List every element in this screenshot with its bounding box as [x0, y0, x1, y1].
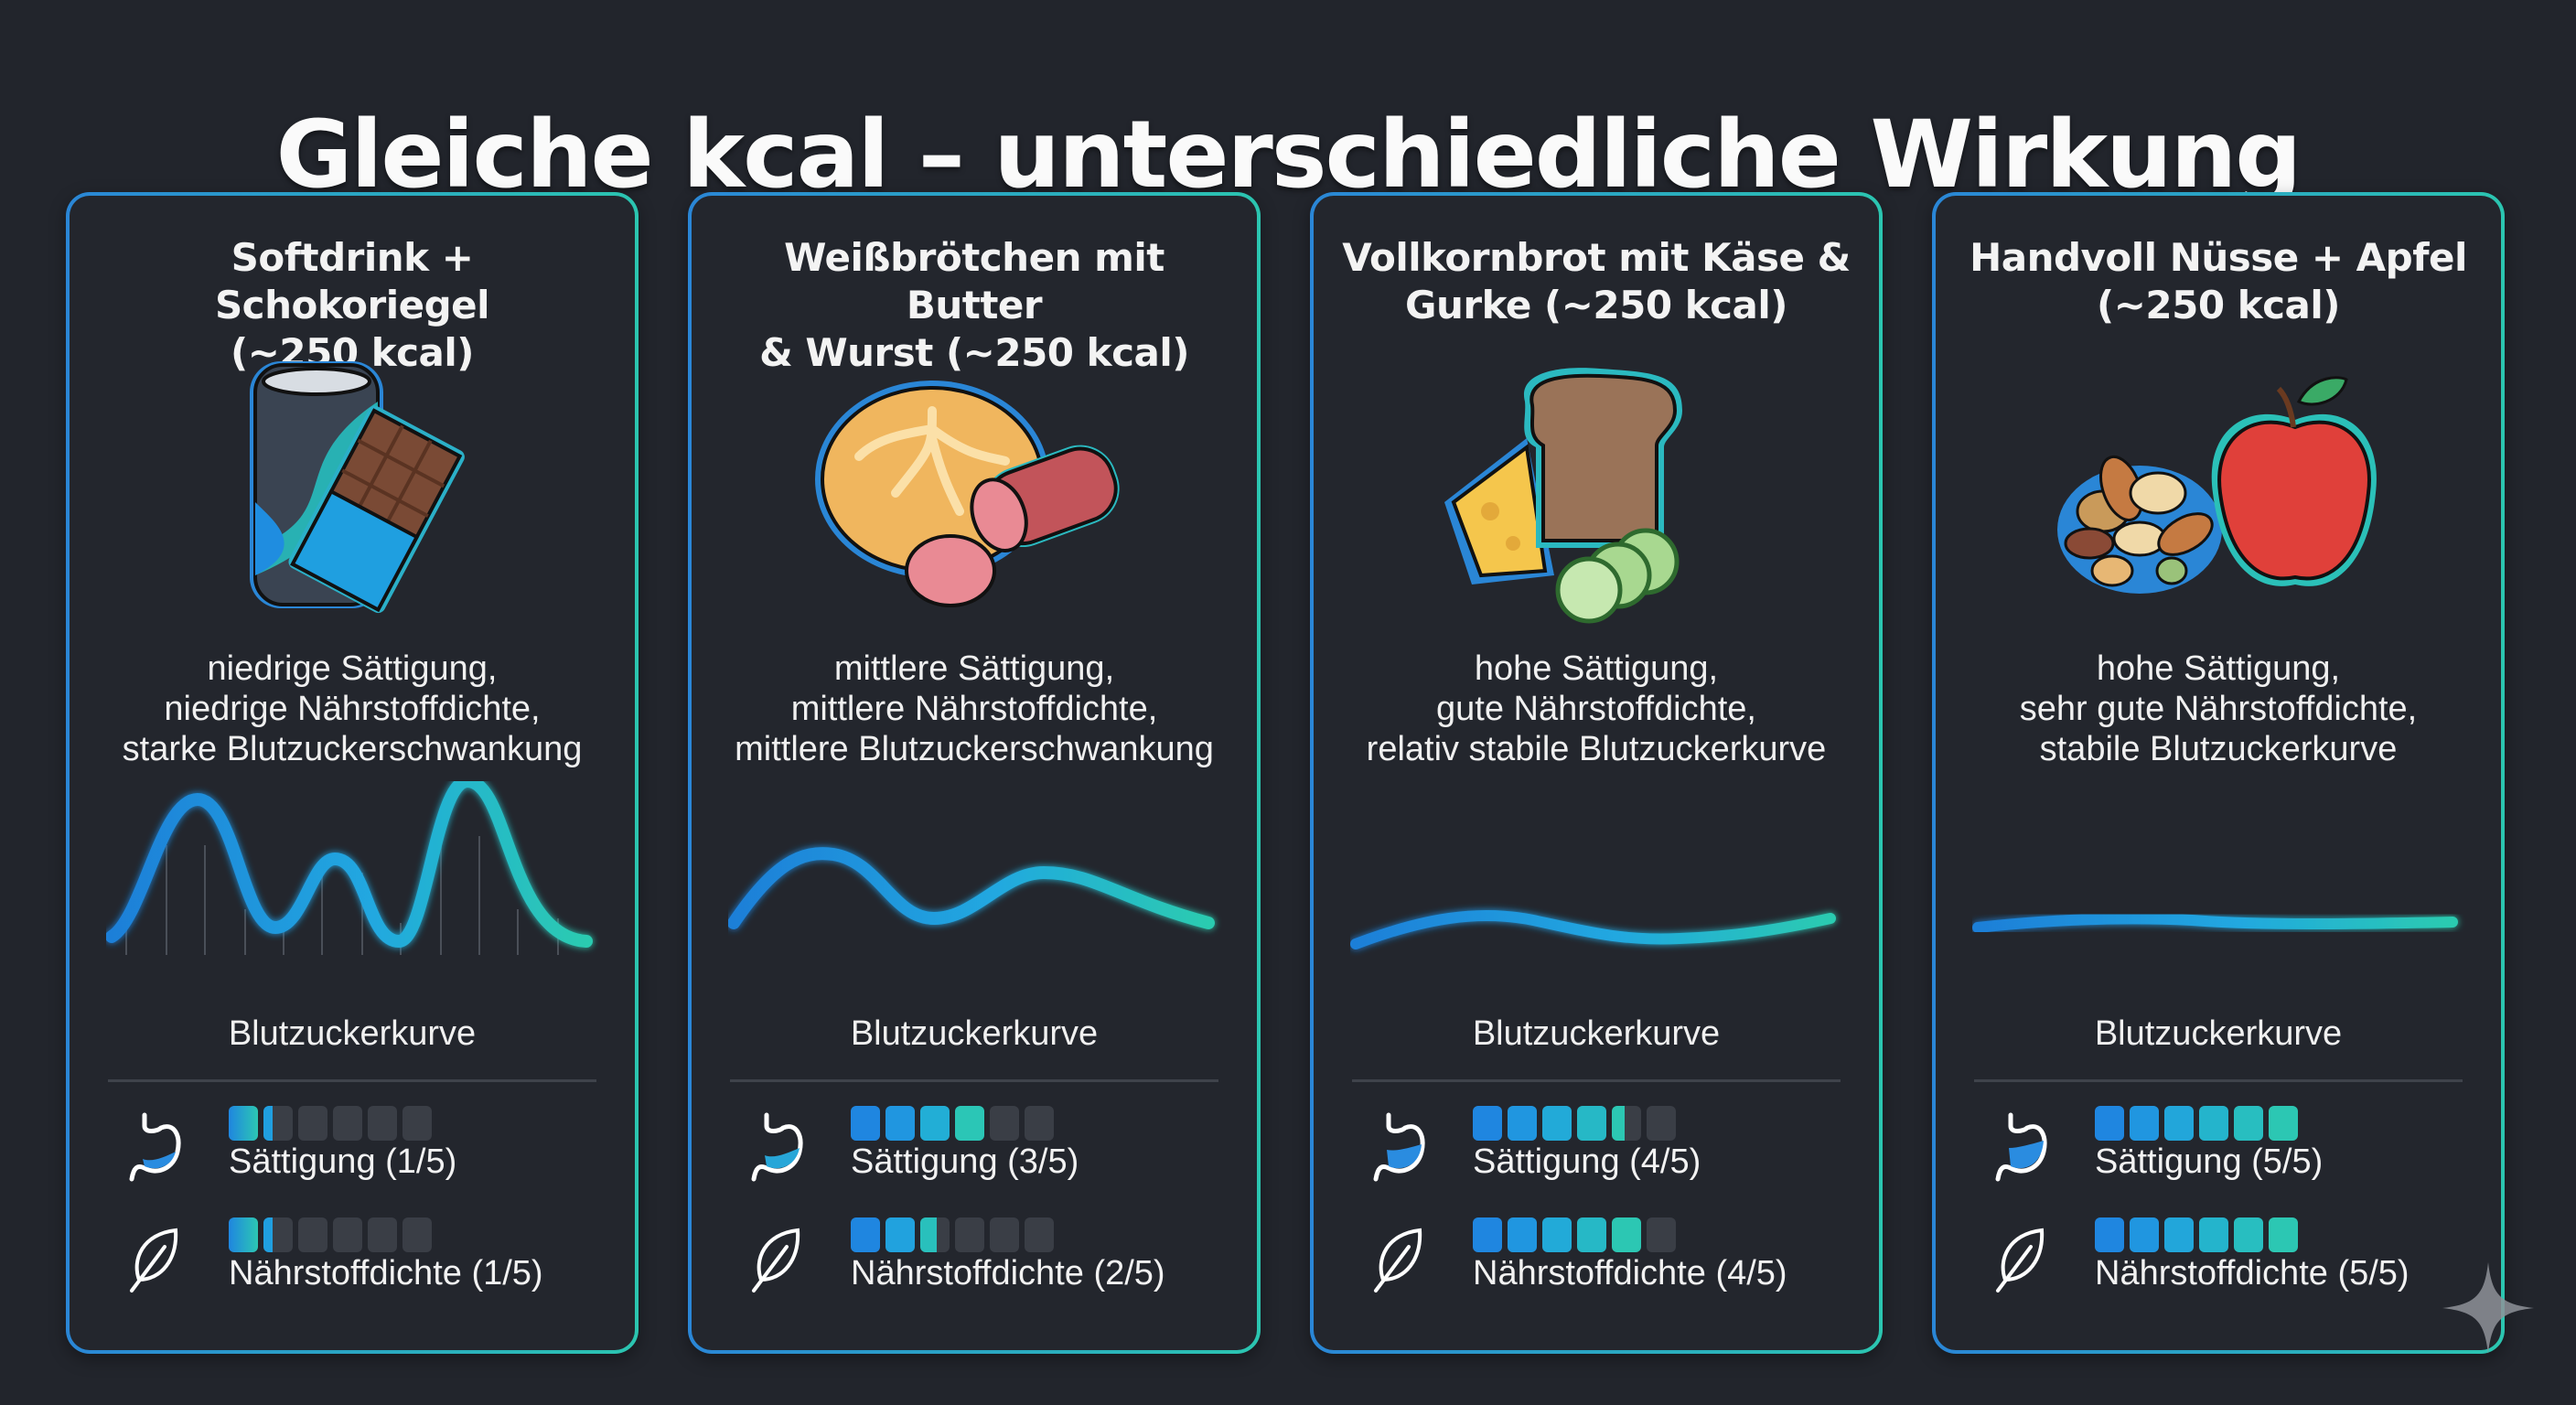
satiety-metric: Sättigung (4/5) — [1368, 1106, 1844, 1207]
nutrient-density-bar — [1473, 1217, 1676, 1252]
stomach-icon — [129, 1112, 181, 1182]
description-line: stabile Blutzuckerkurve — [2039, 730, 2398, 768]
satiety-metric: Sättigung (1/5) — [124, 1106, 600, 1207]
blood-sugar-curve — [1972, 913, 2458, 933]
nuts-apple-icon — [2057, 376, 2377, 594]
food-card-nuts-apple: Handvoll Nüsse + Apfel (~250 kcal) hohe … — [1932, 192, 2505, 1354]
blood-sugar-curve — [728, 847, 1215, 929]
leaf-icon — [1374, 1228, 1422, 1292]
card-title-line: & Wurst (~250 kcal) — [759, 330, 1189, 375]
description-line: niedrige Sättigung, — [207, 649, 498, 688]
description-line: mittlere Sättigung, — [833, 649, 1115, 688]
nutrient-density-label: Nährstoffdichte (5/5) — [2095, 1254, 2410, 1292]
soda-can-chocolate-icon — [250, 361, 465, 614]
card-title-line: (~250 kcal) — [2097, 283, 2340, 327]
blood-sugar-curve — [106, 781, 593, 955]
card-description: hohe Sättigung, sehr gute Nährstoffdicht… — [1945, 649, 2492, 769]
card-description: hohe Sättigung, gute Nährstoffdichte, re… — [1323, 649, 1870, 769]
satiety-bar — [1473, 1106, 1676, 1141]
satiety-bar — [229, 1106, 432, 1141]
satiety-bar — [851, 1106, 1054, 1141]
divider — [1352, 1079, 1841, 1082]
curve-label: Blutzuckerkurve — [1472, 1014, 1721, 1053]
card-title-line: Weißbrötchen mit Butter — [784, 235, 1165, 327]
stomach-icon — [751, 1112, 803, 1182]
leaf-icon — [130, 1228, 178, 1292]
card-title-line: Handvoll Nüsse + Apfel — [1970, 235, 2467, 280]
roll-and-sausage-icon — [815, 381, 1120, 607]
divider — [730, 1079, 1218, 1082]
page-title: Gleiche kcal – unterschiedliche Wirkung — [275, 101, 2302, 210]
card-title: Weißbrötchen mit Butter & Wurst (~250 kc… — [710, 234, 1239, 377]
nutrient-density-metric: Nährstoffdichte (4/5) — [1368, 1217, 1844, 1318]
satiety-metric: Sättigung (5/5) — [1991, 1106, 2466, 1207]
nutrient-density-label: Nährstoffdichte (4/5) — [1473, 1254, 1787, 1292]
description-line: mittlere Blutzuckerschwankung — [735, 730, 1214, 768]
divider — [1974, 1079, 2463, 1082]
description-line: relativ stabile Blutzuckerkurve — [1366, 730, 1827, 768]
curve-label: Blutzuckerkurve — [850, 1014, 1099, 1053]
bread-cheese-cucumber-icon — [1444, 368, 1682, 624]
nutrient-density-bar — [851, 1217, 1054, 1252]
divider — [108, 1079, 596, 1082]
card-description: mittlere Sättigung, mittlere Nährstoffdi… — [701, 649, 1248, 769]
satiety-label: Sättigung (1/5) — [229, 1142, 457, 1181]
nutrient-density-metric: Nährstoffdichte (1/5) — [124, 1217, 600, 1318]
food-card-white-roll: Weißbrötchen mit Butter & Wurst (~250 kc… — [688, 192, 1261, 1354]
food-card-wholegrain: Vollkornbrot mit Käse & Gurke (~250 kcal… — [1310, 192, 1883, 1354]
curve-label: Blutzuckerkurve — [2094, 1014, 2343, 1053]
nutrient-density-metric: Nährstoffdichte (5/5) — [1991, 1217, 2466, 1318]
nutrient-density-label: Nährstoffdichte (1/5) — [229, 1254, 543, 1292]
nutrient-density-label: Nährstoffdichte (2/5) — [851, 1254, 1165, 1292]
description-line: mittlere Nährstoffdichte, — [790, 690, 1158, 728]
card-title-line: Vollkornbrot mit Käse & — [1342, 235, 1851, 280]
satiety-bar — [2095, 1106, 2298, 1141]
stomach-icon — [1373, 1112, 1425, 1182]
satiety-metric: Sättigung (3/5) — [746, 1106, 1222, 1207]
nutrient-density-metric: Nährstoffdichte (2/5) — [746, 1217, 1222, 1318]
stomach-icon — [1995, 1112, 2047, 1182]
leaf-icon — [1996, 1228, 2045, 1292]
satiety-label: Sättigung (4/5) — [1473, 1142, 1701, 1181]
blood-sugar-curve — [1350, 910, 1836, 949]
leaf-icon — [752, 1228, 800, 1292]
description-line: hohe Sättigung, — [2096, 649, 2341, 688]
nutrient-density-bar — [2095, 1217, 2298, 1252]
curve-label: Blutzuckerkurve — [228, 1014, 477, 1053]
description-line: niedrige Nährstoffdichte, — [164, 690, 541, 728]
nutrient-density-bar — [229, 1217, 432, 1252]
satiety-label: Sättigung (3/5) — [851, 1142, 1079, 1181]
card-title: Handvoll Nüsse + Apfel (~250 kcal) — [1954, 234, 2483, 329]
satiety-label: Sättigung (5/5) — [2095, 1142, 2324, 1181]
card-title: Vollkornbrot mit Käse & Gurke (~250 kcal… — [1332, 234, 1861, 329]
card-description: niedrige Sättigung, niedrige Nährstoffdi… — [79, 649, 626, 769]
food-card-softdrink: Softdrink + Schokoriegel (~250 kcal) nie… — [66, 192, 639, 1354]
description-line: hohe Sättigung, — [1474, 649, 1719, 688]
description-line: starke Blutzuckerschwankung — [122, 730, 583, 768]
card-title-line: Gurke (~250 kcal) — [1405, 283, 1787, 327]
sparkle-icon — [2442, 1262, 2534, 1354]
description-line: gute Nährstoffdichte, — [1436, 690, 1756, 728]
card-title-line: Softdrink + Schokoriegel — [214, 235, 490, 327]
description-line: sehr gute Nährstoffdichte, — [2019, 690, 2418, 728]
